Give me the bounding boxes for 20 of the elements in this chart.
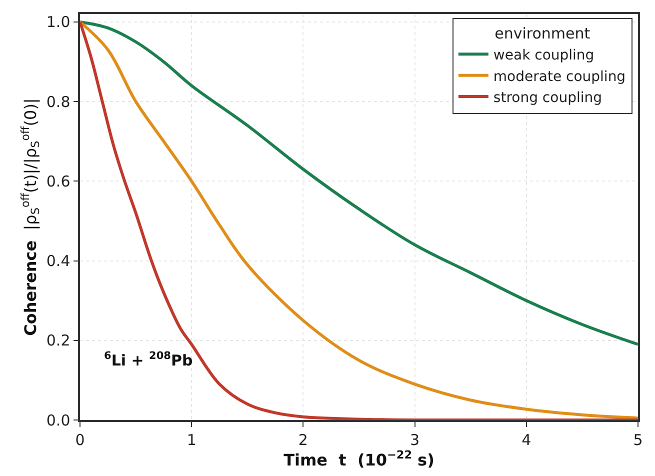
y-tick-label: 0.0 [46, 411, 70, 430]
x-tick-label: 2 [298, 430, 308, 449]
x-tick-label: 4 [522, 430, 532, 449]
legend-label: strong coupling [493, 90, 602, 106]
y-tick-label: 0.4 [46, 252, 70, 270]
line-series [80, 20, 638, 346]
legend-label: moderate coupling [493, 68, 626, 85]
legend-title: environment [494, 24, 590, 43]
x-tick-label: 5 [633, 430, 643, 449]
y-tick-label: 0.2 [46, 332, 70, 350]
line-series [80, 20, 638, 420]
x-axis-title: Time t (10$^{−22}$ s) [284, 448, 434, 470]
annotation: $^{6}$Li + $^{208}$Pb [104, 350, 193, 370]
y-tick-label: 1.0 [46, 13, 70, 32]
x-tick-label: 3 [410, 430, 420, 449]
x-tick-label: 1 [186, 430, 196, 449]
y-tick-label: 0.8 [46, 92, 70, 111]
legend-label: weak coupling [493, 48, 594, 64]
x-tick-label: 0 [75, 430, 85, 449]
y-tick-label: 0.6 [46, 172, 70, 190]
